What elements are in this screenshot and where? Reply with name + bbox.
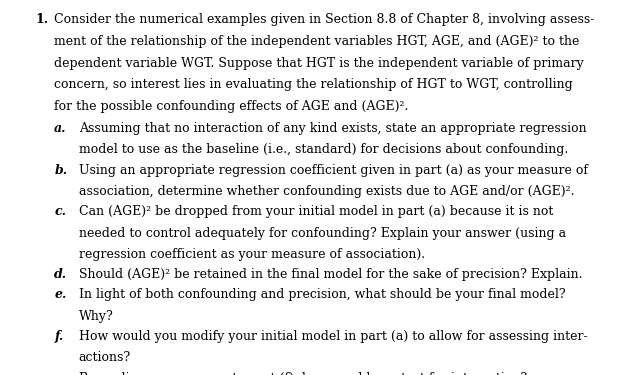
Text: e.: e. [54, 288, 66, 302]
Text: Should (AGE)² be retained in the final model for the sake of precision? Explain.: Should (AGE)² be retained in the final m… [79, 268, 582, 281]
Text: for the possible confounding effects of AGE and (AGE)².: for the possible confounding effects of … [54, 100, 409, 113]
Text: g.: g. [54, 372, 68, 375]
Text: a.: a. [54, 122, 67, 135]
Text: Regarding your answer to part (f), how would you test for interaction?: Regarding your answer to part (f), how w… [79, 372, 527, 375]
Text: b.: b. [54, 164, 68, 177]
Text: concern, so interest lies in evaluating the relationship of HGT to WGT, controll: concern, so interest lies in evaluating … [54, 78, 573, 92]
Text: association, determine whether confounding exists due to AGE and/or (AGE)².: association, determine whether confoundi… [79, 185, 574, 198]
Text: model to use as the baseline (i.e., standard) for decisions about confounding.: model to use as the baseline (i.e., stan… [79, 143, 568, 156]
Text: d.: d. [54, 268, 68, 281]
Text: Can (AGE)² be dropped from your initial model in part (a) because it is not: Can (AGE)² be dropped from your initial … [79, 205, 553, 218]
Text: actions?: actions? [79, 351, 131, 364]
Text: dependent variable WGT. Suppose that HGT is the independent variable of primary: dependent variable WGT. Suppose that HGT… [54, 57, 584, 70]
Text: 1.: 1. [35, 13, 49, 26]
Text: needed to control adequately for confounding? Explain your answer (using a: needed to control adequately for confoun… [79, 226, 566, 240]
Text: regression coefficient as your measure of association).: regression coefficient as your measure o… [79, 248, 425, 261]
Text: How would you modify your initial model in part (a) to allow for assessing inter: How would you modify your initial model … [79, 330, 587, 343]
Text: f.: f. [54, 330, 63, 343]
Text: In light of both confounding and precision, what should be your final model?: In light of both confounding and precisi… [79, 288, 566, 302]
Text: Why?: Why? [79, 310, 113, 323]
Text: ment of the relationship of the independent variables HGT, AGE, and (AGE)² to th: ment of the relationship of the independ… [54, 35, 580, 48]
Text: Using an appropriate regression coefficient given in part (a) as your measure of: Using an appropriate regression coeffici… [79, 164, 588, 177]
Text: Consider the numerical examples given in Section 8.8 of Chapter 8, involving ass: Consider the numerical examples given in… [54, 13, 595, 26]
Text: c.: c. [54, 205, 66, 218]
Text: Assuming that no interaction of any kind exists, state an appropriate regression: Assuming that no interaction of any kind… [79, 122, 586, 135]
